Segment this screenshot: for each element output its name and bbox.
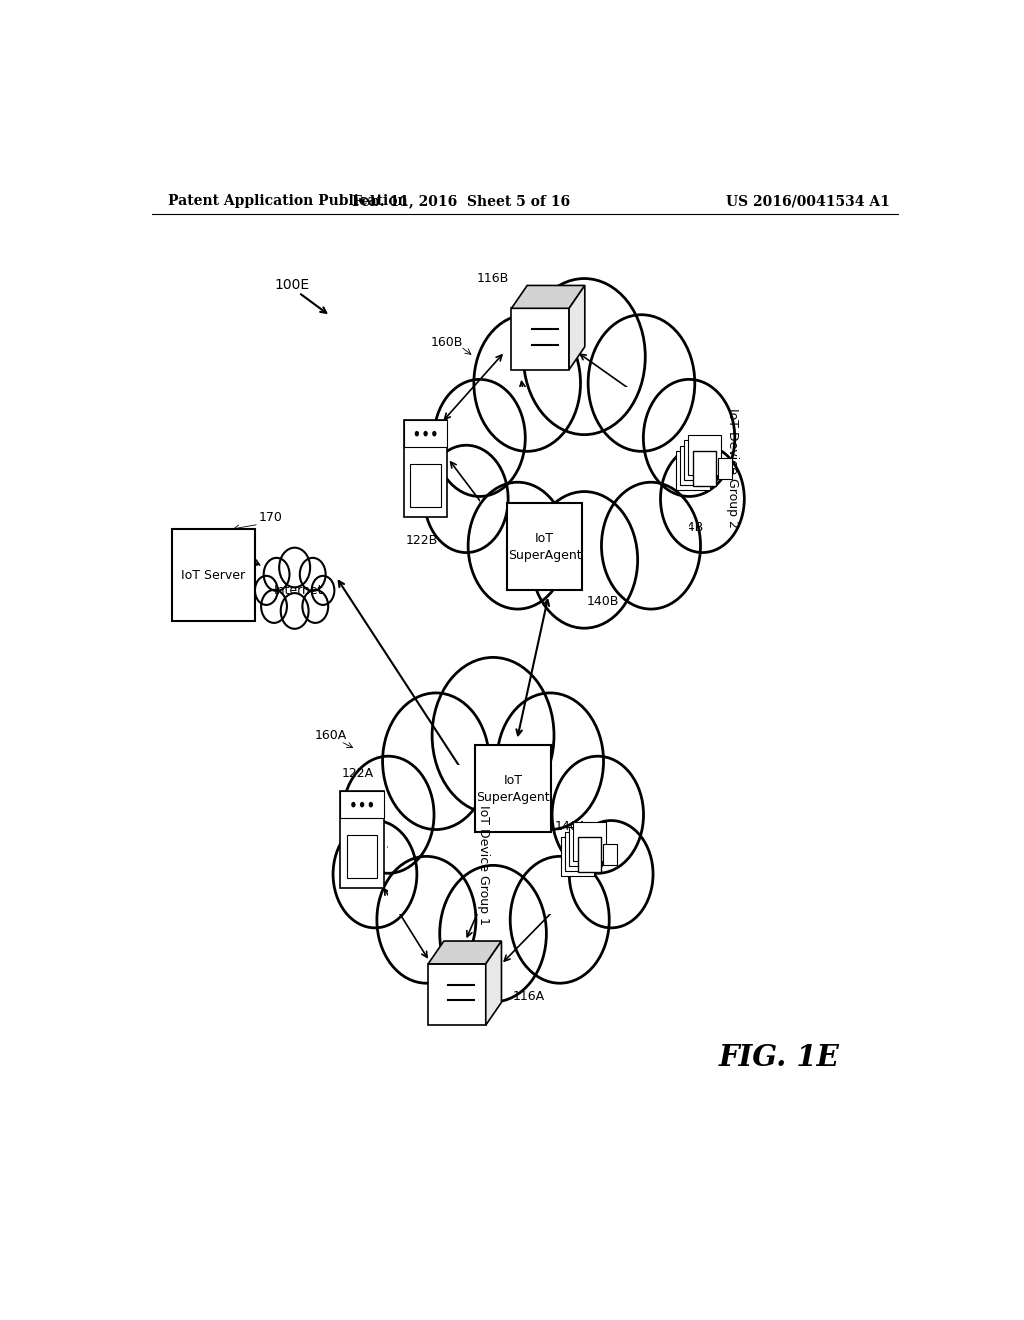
Circle shape: [300, 558, 326, 591]
Text: IoT Device Group 2: IoT Device Group 2: [726, 408, 739, 528]
Circle shape: [432, 657, 554, 813]
FancyBboxPatch shape: [428, 964, 485, 1026]
FancyBboxPatch shape: [411, 463, 441, 507]
FancyBboxPatch shape: [479, 387, 689, 540]
FancyBboxPatch shape: [475, 746, 551, 832]
FancyBboxPatch shape: [680, 446, 714, 484]
Text: 124B: 124B: [672, 521, 703, 535]
Circle shape: [343, 756, 434, 874]
FancyBboxPatch shape: [561, 837, 595, 876]
Text: 170: 170: [259, 511, 283, 524]
Polygon shape: [428, 941, 502, 964]
FancyBboxPatch shape: [403, 420, 447, 447]
Circle shape: [643, 379, 735, 496]
FancyBboxPatch shape: [269, 574, 321, 606]
Text: IoT Server: IoT Server: [181, 569, 246, 582]
Circle shape: [377, 857, 476, 983]
Circle shape: [552, 756, 643, 874]
Text: Internet: Internet: [273, 583, 324, 597]
Circle shape: [333, 821, 417, 928]
Circle shape: [497, 693, 603, 829]
Polygon shape: [485, 941, 502, 1026]
Text: FIG. 1E: FIG. 1E: [718, 1043, 840, 1072]
Circle shape: [280, 548, 310, 587]
FancyBboxPatch shape: [388, 766, 598, 913]
Circle shape: [432, 430, 436, 437]
Text: 160B: 160B: [431, 335, 464, 348]
Circle shape: [264, 558, 290, 591]
Circle shape: [255, 576, 278, 605]
Text: 124A: 124A: [564, 793, 596, 805]
Circle shape: [423, 430, 428, 437]
Circle shape: [369, 801, 373, 808]
Circle shape: [383, 693, 489, 829]
Circle shape: [302, 590, 328, 623]
FancyBboxPatch shape: [340, 791, 384, 887]
Text: US 2016/0041534 A1: US 2016/0041534 A1: [726, 194, 890, 209]
Text: 175: 175: [207, 607, 231, 619]
Circle shape: [474, 314, 581, 451]
Circle shape: [510, 857, 609, 983]
FancyBboxPatch shape: [172, 529, 255, 620]
FancyBboxPatch shape: [603, 843, 616, 866]
Circle shape: [601, 482, 700, 609]
FancyBboxPatch shape: [676, 450, 710, 490]
FancyBboxPatch shape: [511, 309, 569, 370]
Text: 160A: 160A: [315, 729, 347, 742]
Circle shape: [424, 445, 508, 553]
FancyBboxPatch shape: [568, 826, 602, 866]
Circle shape: [281, 593, 308, 628]
Text: 122B: 122B: [406, 535, 437, 548]
Circle shape: [588, 314, 695, 451]
Text: IoT Device Group 1: IoT Device Group 1: [477, 805, 490, 925]
Circle shape: [523, 279, 645, 434]
Circle shape: [468, 482, 567, 609]
Circle shape: [660, 445, 744, 553]
Polygon shape: [511, 285, 585, 309]
Circle shape: [569, 821, 653, 928]
Circle shape: [439, 866, 547, 1002]
Circle shape: [261, 590, 287, 623]
FancyBboxPatch shape: [564, 832, 598, 871]
FancyBboxPatch shape: [578, 837, 601, 873]
FancyBboxPatch shape: [688, 436, 722, 474]
Circle shape: [311, 576, 335, 605]
FancyBboxPatch shape: [507, 503, 583, 590]
Polygon shape: [569, 285, 585, 370]
FancyBboxPatch shape: [347, 834, 378, 878]
Text: Patent Application Publication: Patent Application Publication: [168, 194, 408, 209]
Text: 140A: 140A: [555, 820, 587, 833]
FancyBboxPatch shape: [403, 420, 447, 516]
Circle shape: [531, 491, 638, 628]
Text: 122A: 122A: [342, 767, 374, 780]
Text: 116B: 116B: [477, 272, 509, 285]
Text: 100E: 100E: [274, 279, 310, 293]
Text: IoT
SuperAgent: IoT SuperAgent: [508, 532, 582, 562]
Circle shape: [359, 801, 365, 808]
Text: 116A: 116A: [513, 990, 545, 1003]
Circle shape: [415, 430, 419, 437]
Circle shape: [351, 801, 355, 808]
FancyBboxPatch shape: [572, 821, 606, 861]
Text: 140B: 140B: [587, 595, 618, 609]
Text: IoT
SuperAgent: IoT SuperAgent: [476, 774, 550, 804]
FancyBboxPatch shape: [684, 441, 718, 479]
FancyBboxPatch shape: [692, 450, 716, 486]
Text: Feb. 11, 2016  Sheet 5 of 16: Feb. 11, 2016 Sheet 5 of 16: [352, 194, 570, 209]
Circle shape: [434, 379, 525, 496]
FancyBboxPatch shape: [340, 791, 384, 818]
FancyBboxPatch shape: [718, 458, 732, 479]
